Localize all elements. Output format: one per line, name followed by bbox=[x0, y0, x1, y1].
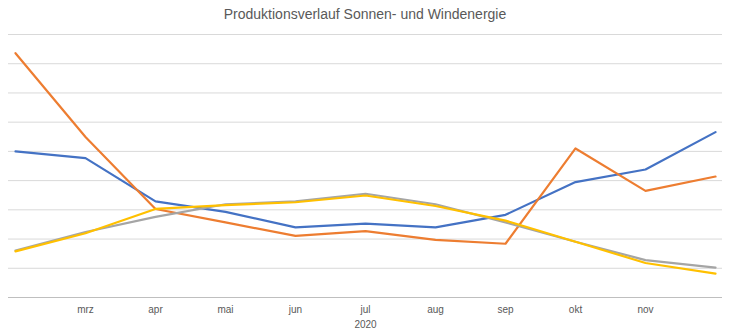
svg-text:okt: okt bbox=[569, 304, 583, 315]
svg-text:mrz: mrz bbox=[77, 304, 94, 315]
svg-text:2020: 2020 bbox=[354, 319, 377, 330]
svg-text:jun: jun bbox=[288, 304, 302, 315]
svg-text:nov: nov bbox=[637, 304, 653, 315]
html-text:Produktionsverlauf Sonnen- und: Produktionsverlauf Sonnen- und Windenerg… bbox=[223, 6, 507, 22]
svg-text:jul: jul bbox=[359, 304, 370, 315]
svg-text:mai: mai bbox=[217, 304, 233, 315]
svg-text:apr: apr bbox=[148, 304, 163, 315]
svg-text:aug: aug bbox=[427, 304, 444, 315]
svg-text:sep: sep bbox=[497, 304, 514, 315]
